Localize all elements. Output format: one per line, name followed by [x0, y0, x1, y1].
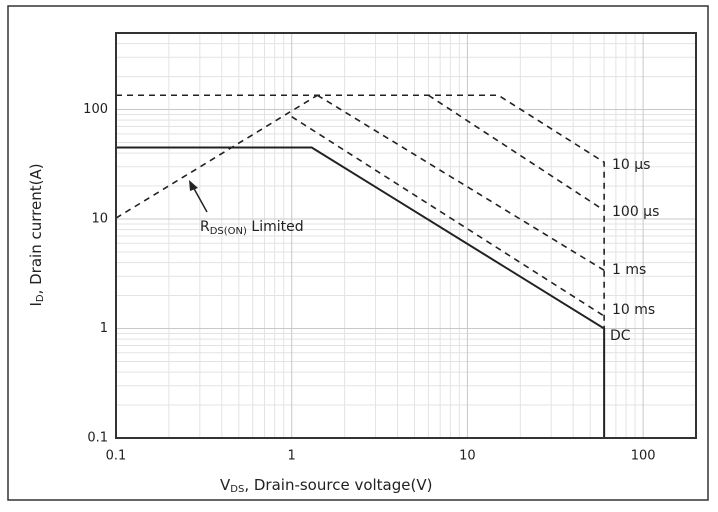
series-line	[116, 146, 606, 438]
y-label-sub: D	[35, 294, 46, 302]
x-label-main: V	[220, 476, 231, 494]
outer-frame	[7, 5, 709, 501]
series-line	[116, 94, 605, 329]
y-tick-label: 0.1	[87, 431, 108, 446]
series-line	[115, 94, 318, 219]
y-tick-label: 10	[91, 212, 108, 227]
annotation: RDS(ON) Limited	[200, 219, 304, 237]
x-label-sub: DS	[230, 484, 244, 495]
x-tick-label: 10	[459, 449, 476, 464]
x-axis-label: VDS, Drain-source voltage(V)	[220, 476, 432, 496]
series-line	[427, 94, 605, 212]
x-tick-label: 1	[288, 449, 296, 464]
y-tick-label: 1	[100, 321, 108, 336]
series-label: 10 ms	[612, 302, 655, 318]
x-tick-label: 0.1	[106, 449, 127, 464]
series-label: 100 µs	[612, 204, 659, 220]
plot-frame	[115, 32, 697, 439]
series-label: 10 µs	[612, 157, 650, 173]
y-tick-label: 100	[83, 102, 108, 117]
series-line	[316, 94, 605, 272]
y-label-rest: , Drain current(A)	[27, 163, 45, 294]
annotation-main: R	[200, 219, 210, 235]
series-label: 1 ms	[612, 262, 646, 278]
series-line	[291, 116, 605, 317]
y-axis-label: ID, Drain current(A)	[27, 163, 47, 306]
annotation-sub: DS(ON)	[210, 226, 247, 237]
annotation-arrow	[191, 184, 208, 213]
x-tick-label: 100	[631, 449, 656, 464]
y-label-main: I	[27, 302, 45, 306]
annotation-rest: Limited	[247, 219, 304, 235]
series-label: DC	[610, 328, 631, 344]
arrow-head	[189, 180, 198, 191]
x-label-rest: , Drain-source voltage(V)	[244, 476, 432, 494]
